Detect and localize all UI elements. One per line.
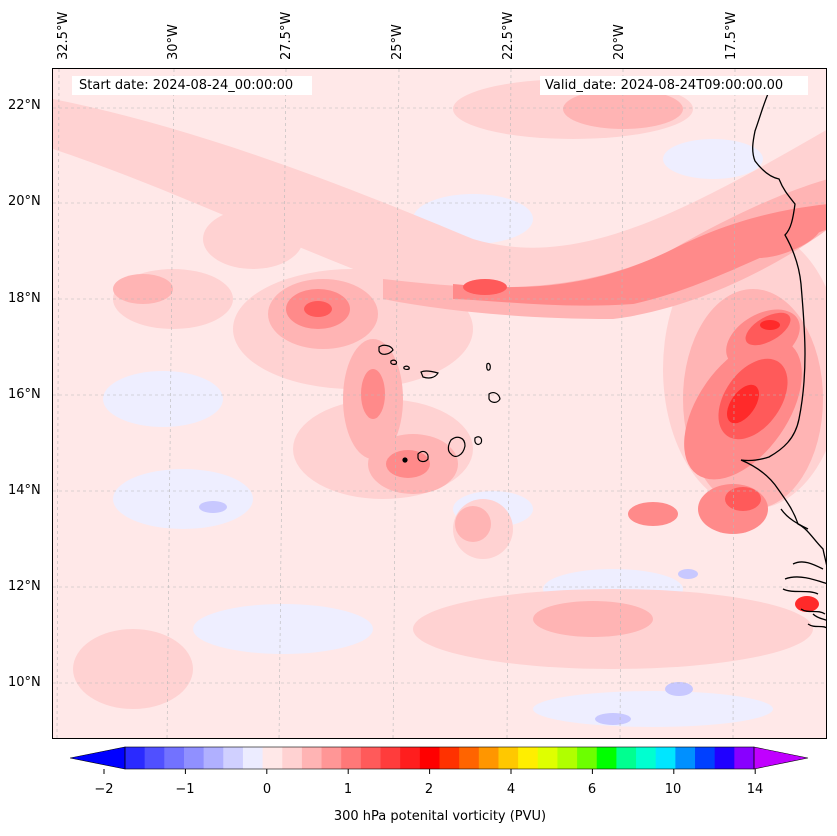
colorbar-right-arrow — [753, 746, 809, 770]
lat-label: 16°N — [8, 387, 41, 402]
colorbar-cell — [616, 747, 637, 769]
colorbar-tick-label: 4 — [506, 782, 516, 797]
colorbar-cell — [518, 747, 539, 769]
colorbar-cell — [321, 747, 342, 769]
colorbar-tick-label: −1 — [175, 782, 195, 797]
colorbar-left-arrow — [70, 746, 126, 770]
map-canvas — [53, 69, 826, 738]
lon-label: 22.5°W — [501, 11, 516, 60]
colorbar-tick-label: 1 — [343, 782, 353, 797]
colorbar-cell — [341, 747, 362, 769]
colorbar-cell — [459, 747, 480, 769]
colorbar-cell — [695, 747, 716, 769]
colorbar-cell — [655, 747, 676, 769]
colorbar-cell — [164, 747, 185, 769]
colorbar-cell — [478, 747, 499, 769]
lat-label: 10°N — [8, 675, 41, 690]
lon-label: 32.5°W — [56, 11, 71, 60]
colorbar-cell — [734, 747, 755, 769]
colorbar-cell — [282, 747, 303, 769]
lon-label: 17.5°W — [724, 11, 739, 60]
colorbar-tick-label: 0 — [262, 782, 272, 797]
colorbar-cell — [400, 747, 421, 769]
colorbar — [70, 746, 809, 774]
colorbar-cell — [380, 747, 401, 769]
colorbar-tick-label: 2 — [424, 782, 434, 797]
colorbar-cell — [223, 747, 244, 769]
colorbar-cell — [360, 747, 382, 769]
colorbar-cell — [301, 747, 323, 769]
colorbar-cell — [203, 747, 224, 769]
colorbar-cell — [596, 747, 617, 769]
colorbar-cell — [636, 747, 657, 769]
colorbar-cell — [439, 747, 460, 769]
colorbar-cell — [242, 747, 264, 769]
colorbar-cell — [557, 747, 578, 769]
lat-label: 14°N — [8, 483, 41, 498]
colorbar-cell — [675, 747, 696, 769]
lon-label: 20°W — [612, 24, 627, 60]
colorbar-title: 300 hPa potenital vorticity (PVU) — [333, 809, 547, 824]
colorbar-tick-label: 6 — [587, 782, 597, 797]
colorbar-cell — [498, 747, 519, 769]
start-date-label: Start date: 2024-08-24_00:00:00 — [79, 78, 294, 93]
lon-label: 30°W — [166, 24, 181, 60]
colorbar-cell — [577, 747, 598, 769]
lon-label: 25°W — [390, 24, 405, 60]
colorbar-tick-label: −2 — [94, 782, 114, 797]
start-date-box — [72, 76, 312, 95]
lat-label: 18°N — [8, 291, 41, 306]
graticule — [53, 69, 826, 738]
pv-map — [52, 68, 827, 739]
valid-date-label: Valid_date: 2024-08-24T09:00:00.00 — [545, 78, 784, 93]
low-pv-areas — [103, 139, 773, 727]
colorbar-cell — [537, 747, 558, 769]
colorbar-cell — [262, 747, 283, 769]
coastline — [740, 86, 826, 629]
colorbar-cell — [714, 747, 735, 769]
colorbar-tick-label: 14 — [746, 782, 764, 797]
valid-date-box — [540, 76, 808, 95]
colorbar-cell — [419, 747, 440, 769]
lon-label: 27.5°W — [279, 11, 294, 60]
colorbar-cell — [125, 747, 146, 769]
lat-label: 12°N — [8, 579, 41, 594]
cape-verde-islands — [378, 344, 501, 463]
colorbar-tick-label: 10 — [664, 782, 682, 797]
colorbar-cell — [144, 747, 165, 769]
colorbar-cell — [183, 747, 205, 769]
lat-label: 20°N — [8, 194, 41, 209]
lat-label: 22°N — [8, 98, 41, 113]
